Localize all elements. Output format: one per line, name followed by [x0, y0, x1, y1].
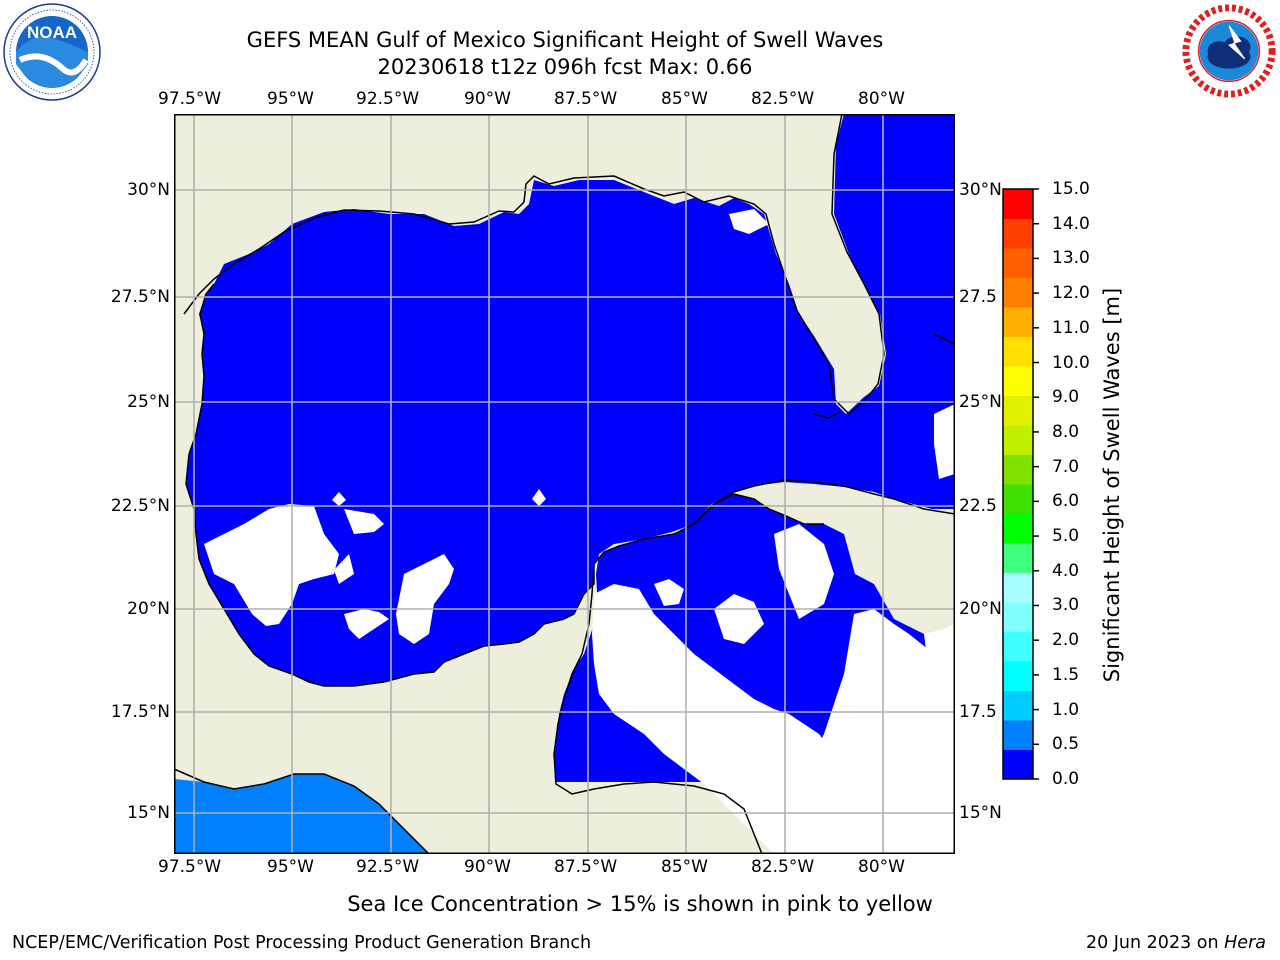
lat-label-left: 22.5°N: [110, 496, 170, 516]
colorbar-segments: [1003, 189, 1033, 780]
colorbar-segment: [1003, 543, 1033, 573]
colorbar-tick-label: 7.0: [1052, 456, 1080, 477]
lat-label-left: 15°N: [127, 803, 170, 823]
colorbar-tick-label: 1.0: [1052, 699, 1080, 720]
lon-label-bottom: 87.5°W: [554, 857, 618, 877]
colorbar-frame: [1002, 188, 1034, 780]
lat-label-right: 20°N: [959, 599, 1002, 619]
colorbar-tick-label: 13.0: [1052, 248, 1090, 269]
chart-title: GEFS MEAN Gulf of Mexico Significant Hei…: [246, 28, 884, 52]
graticule: [174, 114, 955, 854]
lon-label-top: 95°W: [267, 89, 314, 109]
lon-label-top: 87.5°W: [554, 89, 618, 109]
lon-label-bottom: 90°W: [464, 857, 511, 877]
noaa-logo-text: NOAA: [27, 23, 77, 42]
pacific-swell-field: [174, 774, 429, 854]
colorbar-segment: [1003, 366, 1033, 396]
lat-label-right: 27.5: [959, 287, 997, 307]
lon-label-top: 82.5°W: [751, 89, 815, 109]
colorbar: [1002, 188, 1039, 780]
lat-label-left: 20°N: [127, 599, 170, 619]
colorbar-segment: [1003, 454, 1033, 485]
colorbar-tick-label: 5.0: [1052, 526, 1080, 547]
sea-ice-caption: Sea Ice Concentration > 15% is shown in …: [347, 892, 933, 916]
lon-label-top: 85°W: [661, 89, 708, 109]
colorbar-tick-label: 8.0: [1052, 421, 1080, 442]
colorbar-tick-label: 10.0: [1052, 352, 1090, 373]
colorbar-segment: [1003, 720, 1033, 750]
noaa-logo-icon: NOAA: [3, 3, 101, 101]
lon-label-bottom: 82.5°W: [751, 857, 815, 877]
colorbar-segment: [1003, 602, 1033, 632]
coastlines: [174, 114, 955, 854]
nws-logo-icon: [1182, 4, 1276, 98]
lon-label-bottom: 80°W: [858, 857, 905, 877]
lon-label-top: 97.5°W: [158, 89, 222, 109]
colorbar-title: Significant Height of Swell Waves [m]: [1100, 287, 1124, 683]
lon-label-top: 90°W: [464, 89, 511, 109]
colorbar-segment: [1003, 395, 1033, 426]
colorbar-segment: [1003, 336, 1033, 367]
colorbar-segment: [1003, 572, 1033, 603]
colorbar-segment: [1003, 189, 1033, 219]
gulf-swell-field: [186, 114, 955, 854]
colorbar-segment: [1003, 631, 1033, 662]
colorbar-segment: [1003, 484, 1033, 514]
lon-label-bottom: 95°W: [267, 857, 314, 877]
chart-subtitle: 20230618 t12z 096h fcst Max: 0.66: [377, 55, 753, 79]
lon-label-top: 92.5°W: [356, 89, 420, 109]
lat-label-right: 15°N: [959, 803, 1002, 823]
lat-label-left: 27.5°N: [110, 287, 170, 307]
colorbar-tick-label: 6.0: [1052, 491, 1080, 512]
lon-label-top: 80°W: [858, 89, 905, 109]
colorbar-tick-label: 15.0: [1052, 179, 1090, 199]
colorbar-segment: [1003, 218, 1033, 249]
lon-label-bottom: 97.5°W: [158, 857, 222, 877]
colorbar-tick-label: 0.0: [1052, 769, 1080, 789]
colorbar-tick-label: 3.0: [1052, 595, 1080, 616]
colorbar-tick-marks: [1033, 188, 1039, 780]
lat-label-right: 17.5: [959, 702, 997, 722]
footer-date: 20 Jun 2023 on: [1085, 933, 1225, 953]
colorbar-tick-label: 2.0: [1052, 630, 1080, 651]
colorbar-tick-label: 1.5: [1052, 664, 1080, 685]
colorbar-tick-label: 14.0: [1052, 213, 1090, 234]
colorbar-segment: [1003, 690, 1033, 721]
footer-right: 20 Jun 2023 on Hera: [1086, 932, 1266, 954]
lat-label-left: 17.5°N: [110, 702, 170, 722]
map-frame: [174, 114, 955, 854]
footer-left: NCEP/EMC/Verification Post Processing Pr…: [12, 933, 592, 953]
colorbar-segment: [1003, 661, 1033, 691]
colorbar-tick-label: 9.0: [1052, 387, 1080, 408]
colorbar-tick-label: 12.0: [1052, 283, 1090, 304]
colorbar-tick-label: 4.0: [1052, 560, 1080, 581]
lat-label-left: 30°N: [127, 180, 170, 200]
lat-label-right: 30°N: [959, 180, 1002, 200]
colorbar-segment: [1003, 277, 1033, 308]
colorbar-tick-label: 0.5: [1052, 734, 1080, 755]
footer-host: Hera: [1224, 933, 1266, 953]
colorbar-tick-label: 11.0: [1052, 317, 1090, 338]
lat-label-right: 25°N: [959, 392, 1002, 412]
colorbar-segment: [1003, 513, 1033, 544]
gulf-of-mexico-map: [174, 114, 955, 854]
colorbar-segment: [1003, 248, 1033, 278]
lon-label-bottom: 85°W: [661, 857, 708, 877]
lat-label-right: 22.5: [959, 496, 997, 516]
missing-data-patches: [204, 209, 955, 854]
lat-label-left: 25°N: [127, 392, 170, 412]
colorbar-segment: [1003, 307, 1033, 337]
lon-label-bottom: 92.5°W: [356, 857, 420, 877]
colorbar-segment: [1003, 749, 1033, 780]
colorbar-segment: [1003, 425, 1033, 455]
